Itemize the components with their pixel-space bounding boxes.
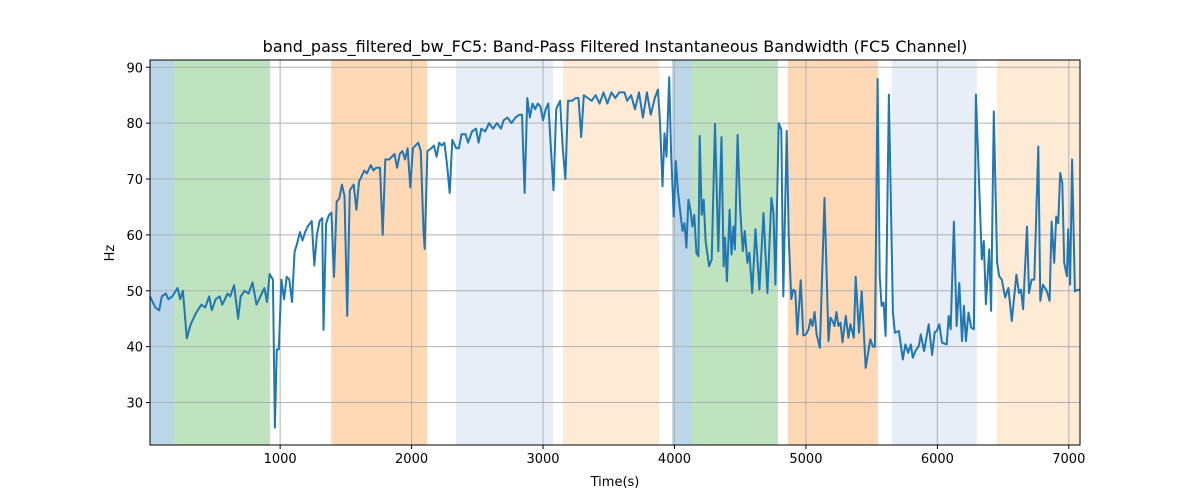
- shaded-span-0: [150, 60, 175, 445]
- y-tick-label: 80: [126, 117, 143, 132]
- chart-title: band_pass_filtered_bw_FC5: Band-Pass Fil…: [263, 37, 968, 57]
- ticks: 1000 2000 3000 4000 5000 6000 7000 30 40 50 60 70 80…: [126, 61, 1085, 467]
- x-tick-label: 5000: [789, 452, 822, 467]
- y-tick-label: 60: [126, 229, 143, 244]
- series-line-0: [149, 76, 1080, 429]
- shaded-span-9: [996, 60, 1080, 445]
- shaded-span-5: [671, 60, 692, 445]
- x-tick-label: 2000: [395, 452, 428, 467]
- x-tick-label: 7000: [1052, 452, 1085, 467]
- shaded-span-8: [891, 60, 977, 445]
- y-tick-label: 50: [126, 285, 143, 300]
- y-tick-label: 90: [126, 61, 143, 76]
- y-axis-label: Hz: [103, 245, 118, 262]
- shaded-span-1: [174, 60, 271, 445]
- x-tick-label: 6000: [921, 452, 954, 467]
- x-tick-label: 3000: [526, 452, 559, 467]
- shaded-spans: [150, 60, 1080, 445]
- y-tick-label: 70: [126, 173, 143, 188]
- shaded-span-3: [456, 60, 554, 445]
- shaded-span-4: [563, 60, 659, 445]
- y-tick-label: 30: [126, 397, 143, 412]
- series-group: [149, 76, 1080, 429]
- y-tick-label: 40: [126, 341, 143, 356]
- x-tick-label: 4000: [658, 452, 691, 467]
- shaded-span-7: [787, 60, 878, 445]
- x-axis-label: Time(s): [590, 475, 640, 490]
- x-tick-label: 1000: [264, 452, 297, 467]
- gridlines: [150, 60, 1080, 445]
- plot-frame: [149, 59, 1081, 446]
